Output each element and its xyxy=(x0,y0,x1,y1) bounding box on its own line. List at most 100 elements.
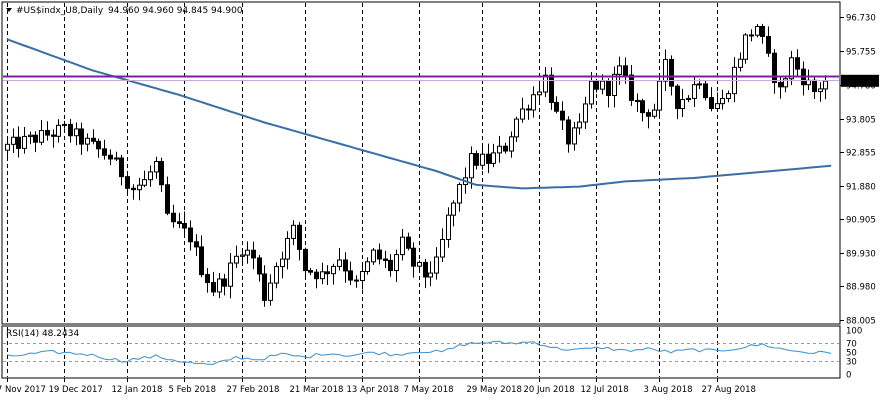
candle-body xyxy=(823,80,828,90)
candle-body xyxy=(686,97,691,101)
rsi-tick-label: 0 xyxy=(846,371,851,381)
candle-body xyxy=(79,128,84,145)
candle-body xyxy=(640,100,645,114)
candle-body xyxy=(480,153,485,166)
candle-body xyxy=(234,255,239,264)
candle-body xyxy=(96,140,101,150)
candle-body xyxy=(497,145,502,154)
candle-body xyxy=(108,154,113,160)
dropdown-triangle-icon[interactable] xyxy=(6,8,12,12)
candle-body xyxy=(274,266,279,284)
rsi-tick-label: 100 xyxy=(846,327,862,337)
candle-body xyxy=(303,248,308,272)
candle-body xyxy=(5,143,10,151)
candle-body xyxy=(537,91,542,96)
candle-body xyxy=(434,256,439,274)
candle-body xyxy=(726,93,731,99)
candle-body xyxy=(657,80,662,111)
candle-body xyxy=(509,136,514,152)
candle-body xyxy=(159,161,164,186)
candle-body xyxy=(62,123,67,126)
y-tick-label: 95.755 xyxy=(846,48,876,58)
candle-body xyxy=(217,278,222,293)
candle-body xyxy=(566,119,571,145)
candle-body xyxy=(783,78,788,88)
candle-body xyxy=(148,171,153,181)
x-tick-label: 3 Aug 2018 xyxy=(644,385,693,395)
candle-body xyxy=(45,130,50,136)
candle-body xyxy=(194,241,199,248)
candle-body xyxy=(199,246,204,276)
candle-body xyxy=(131,187,136,191)
candle-body xyxy=(589,80,594,105)
candle-body xyxy=(280,258,285,268)
candle-body xyxy=(337,259,342,267)
price-axis: 96.73095.75594.78093.80592.85591.88090.9… xyxy=(840,14,876,327)
candle-body xyxy=(211,282,216,293)
candle-body xyxy=(646,112,651,117)
candle-body xyxy=(343,259,348,272)
candle-body xyxy=(663,58,668,82)
candle-body xyxy=(709,97,714,109)
candle-body xyxy=(383,258,388,261)
chart-ohlc: 94.960 94.960 94.845 94.900 xyxy=(108,6,243,16)
candle-body xyxy=(165,184,170,214)
candle-body xyxy=(354,279,359,282)
rsi-line xyxy=(6,340,832,366)
x-tick-label: 27 Aug 2018 xyxy=(702,385,756,395)
candle-body xyxy=(617,65,622,75)
candle-body xyxy=(583,103,588,123)
candle-body xyxy=(68,123,73,137)
candle-body xyxy=(526,108,531,111)
x-tick-label: 21 Mar 2018 xyxy=(290,385,344,395)
candle-body xyxy=(743,34,748,60)
x-tick-label: 29 May 2018 xyxy=(467,385,522,395)
candle-body xyxy=(692,84,697,99)
candle-body xyxy=(474,153,479,166)
candle-body xyxy=(142,179,147,186)
candle-body xyxy=(697,83,702,86)
candle-body xyxy=(377,249,382,260)
candle-body xyxy=(251,249,256,259)
candle-body xyxy=(491,152,496,164)
candle-body xyxy=(440,238,445,258)
candle-body xyxy=(16,136,21,149)
candle-body xyxy=(629,74,634,101)
candle-body xyxy=(520,108,525,120)
candle-body xyxy=(812,79,817,93)
candle-body xyxy=(182,223,187,229)
rsi-level-lines xyxy=(3,343,839,362)
candle-body xyxy=(778,81,783,88)
candles xyxy=(5,23,828,307)
candle-body xyxy=(85,137,90,145)
y-tick-label: 91.880 xyxy=(846,183,876,193)
rsi-path xyxy=(6,340,832,366)
candle-body xyxy=(428,272,433,278)
candle-body xyxy=(51,134,56,137)
x-tick-label: 27 Feb 2018 xyxy=(227,385,280,395)
candle-body xyxy=(675,85,680,110)
candle-body xyxy=(451,202,456,216)
candle-body xyxy=(308,270,313,273)
candle-body xyxy=(600,80,605,90)
candle-body xyxy=(39,130,44,143)
candle-body xyxy=(457,184,462,204)
y-tick-label: 90.905 xyxy=(846,216,876,226)
rsi-tick-label: 70 xyxy=(846,340,857,350)
candle-body xyxy=(137,184,142,191)
candle-body xyxy=(486,153,491,164)
horizontal-level[interactable] xyxy=(3,75,839,81)
candle-body xyxy=(371,249,376,263)
candle-body xyxy=(365,261,370,273)
candle-body xyxy=(285,237,290,260)
candle-body xyxy=(331,265,336,275)
candle-body xyxy=(795,57,800,70)
candle-body xyxy=(291,224,296,239)
candle-body xyxy=(119,157,124,178)
candle-body xyxy=(102,148,107,156)
candle-body xyxy=(554,101,559,112)
candle-body xyxy=(738,58,743,68)
